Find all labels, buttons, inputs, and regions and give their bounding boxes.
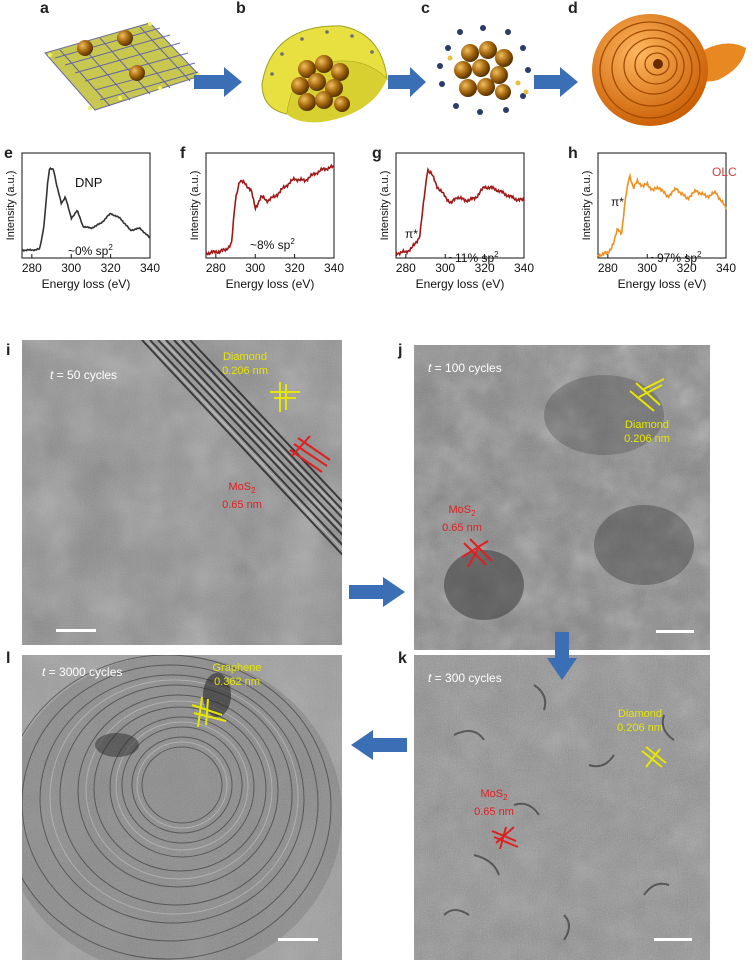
xtick-label-f-320: 320 [285, 261, 305, 275]
arrow-a-to-b [194, 67, 242, 97]
xtick-label-f-300: 300 [245, 261, 265, 275]
sp2-label-h: ~97% sp2 [650, 250, 702, 265]
panel-label-h: h [568, 145, 578, 162]
xtick-label-h-340: 340 [716, 261, 736, 275]
ylabel-h: Intensity (a.u.) [581, 171, 593, 241]
tem-panel-j: t = 100 cycles Diamond 0.206 nm MoS2 0.65 … [414, 345, 710, 650]
cycle-label-j: t = 100 cycles [428, 361, 502, 375]
xlabel-g: Energy loss (eV) [416, 277, 505, 291]
scroll-wrapping-illustration [261, 25, 388, 123]
panel-label-c: c [421, 0, 430, 17]
xtick-label-g-340: 340 [514, 261, 534, 275]
mos2-annot-k: MoS2 0.65 nm [474, 788, 514, 819]
dnp-label: DNP [75, 175, 103, 190]
panel-label-i: i [6, 342, 11, 359]
spectrum-line-h [597, 172, 727, 259]
xtick-label-e-280: 280 [22, 261, 42, 275]
eels-spectra-row: 280 300 320 340 Energy loss (eV) Intensity (a… [5, 152, 736, 291]
arrow-i-to-j [349, 577, 405, 607]
scale-bar-k [654, 938, 692, 941]
xtick-label-g-300: 300 [435, 261, 455, 275]
ylabel-e: Intensity (a.u.) [5, 171, 17, 241]
plot-frame-h [597, 152, 727, 259]
scale-bar-i [56, 629, 96, 632]
sp2-label-f: ~8% sp2 [250, 237, 295, 252]
sp2-label-e: ~0% sp2 [68, 243, 113, 258]
xlabel-h: Energy loss (eV) [618, 277, 707, 291]
xtick-label-h-320: 320 [677, 261, 697, 275]
xtick-label-e-300: 300 [61, 261, 81, 275]
spectrum-line-g [395, 167, 525, 257]
panel-label-k: k [398, 650, 407, 667]
xtick-label-f-280: 280 [206, 261, 226, 275]
diamond-annot-j: Diamond 0.206 nm [624, 419, 670, 445]
xtick-label-g-280: 280 [396, 261, 416, 275]
diamond-cluster-illustration [437, 25, 531, 115]
cycle-label-k: t = 300 cycles [428, 671, 502, 685]
xtick-label-h-300: 300 [637, 261, 657, 275]
tem-panel-l: t = 3000 cycles Graphene 0.362 nm [22, 655, 342, 960]
xlabel-f: Energy loss (eV) [226, 277, 315, 291]
mos2-annot-j: MoS2 0.65 nm [442, 504, 482, 535]
cycle-label-l: t = 3000 cycles [42, 665, 123, 679]
xtick-label-f-340: 340 [324, 261, 344, 275]
xtick-label-e-340: 340 [140, 261, 160, 275]
panel-label-f: f [180, 145, 186, 162]
panel-label-j: j [398, 342, 403, 359]
panel-label-d: d [568, 0, 578, 17]
spectrum-line-e [21, 166, 151, 252]
graphene-annot-l: Graphene 0.362 nm [212, 662, 262, 688]
panel-label-a: a [40, 0, 49, 17]
plot-frame-e [21, 152, 151, 259]
olc-illustration [592, 14, 746, 126]
scale-bar-j [656, 630, 694, 633]
ylabel-g: Intensity (a.u.) [379, 171, 391, 241]
xtick-label-g-320: 320 [475, 261, 495, 275]
sp2-label-g: ~11% sp2 [448, 250, 499, 265]
xtick-label-h-280: 280 [598, 261, 618, 275]
mos2-sheet-illustration [44, 22, 200, 111]
pi-star-label-h: π* [611, 195, 624, 209]
olc-legend: OLC [712, 165, 737, 179]
mos2-annot-i: MoS2 0.65 nm [222, 481, 262, 512]
arrow-b-to-c [388, 67, 426, 97]
diamond-annot-k: Diamond 0.206 nm [617, 708, 663, 734]
tem-panel-i: t = 50 cycles Diamond 0.206 nm MoS2 0.65 n… [22, 340, 342, 645]
arrow-c-to-d [534, 67, 578, 97]
xtick-label-e-320: 320 [101, 261, 121, 275]
cycle-label-i: t = 50 cycles [50, 368, 118, 382]
scale-bar-l [278, 938, 318, 941]
panel-label-l: l [6, 650, 11, 667]
panel-label-e: e [4, 145, 13, 162]
spectrum-line-f [205, 163, 334, 256]
panel-label-b: b [236, 0, 246, 17]
arrow-j-to-k [547, 632, 577, 680]
arrow-k-to-l [351, 730, 407, 760]
diamond-annot-i: Diamond 0.206 nm [222, 351, 268, 377]
xlabel-e: Energy loss (eV) [42, 277, 131, 291]
plot-frame-f [205, 152, 335, 259]
tem-panel-k: t = 300 cycles Diamond 0.206 nm MoS2 0.65 … [414, 655, 710, 960]
ylabel-f: Intensity (a.u.) [189, 171, 201, 241]
pi-star-label-g: π* [405, 227, 418, 241]
plot-frame-g [395, 152, 525, 259]
panel-label-g: g [372, 145, 382, 162]
